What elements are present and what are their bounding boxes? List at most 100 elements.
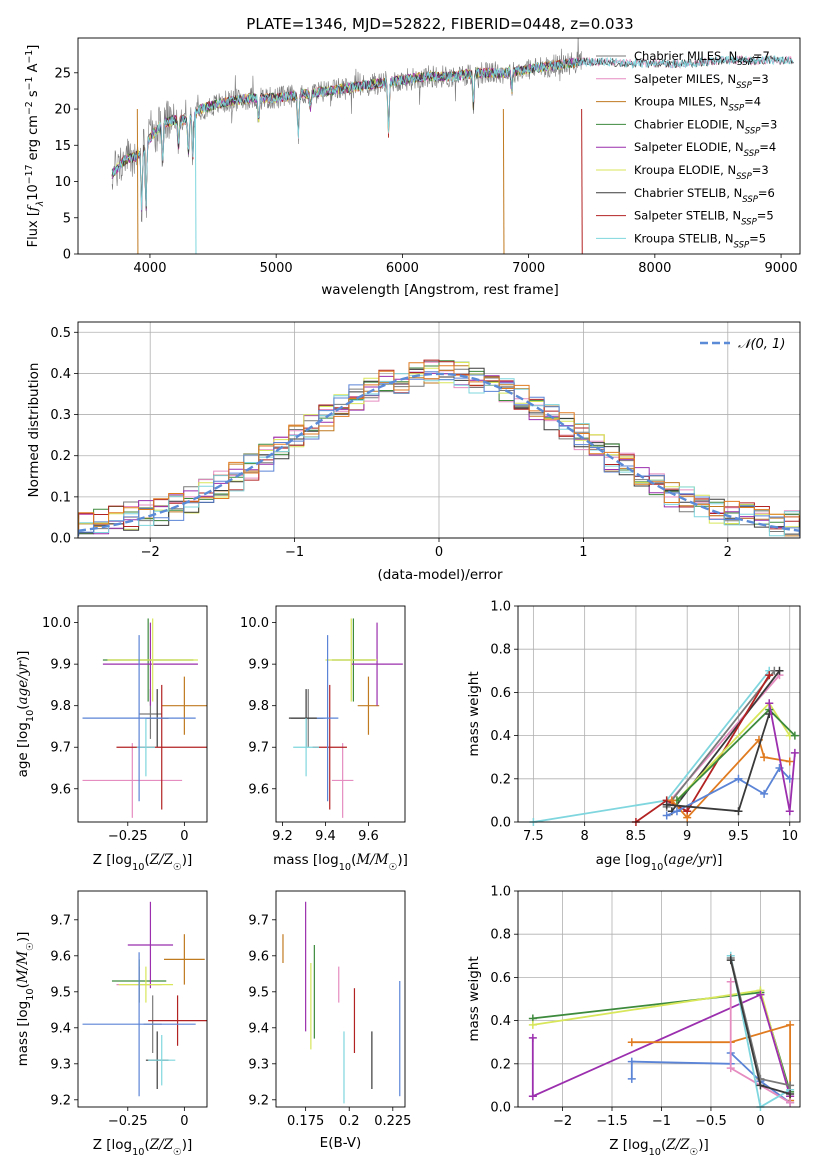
x-tick-label: −1	[285, 545, 304, 560]
spectrum-title: PLATE=1346, MJD=52822, FIBERID=0448, z=0…	[246, 15, 633, 33]
weight-line	[729, 955, 791, 1107]
weight-marker	[734, 774, 743, 783]
weight-marker	[662, 811, 671, 820]
x-tick-label: 9.5	[728, 829, 749, 844]
x-tick-label: 0	[180, 829, 188, 844]
y-tick-label: 9.3	[248, 1057, 269, 1072]
legend-label: Kroupa ELODIE, NSSP=3	[634, 163, 769, 182]
weight-marker	[528, 1020, 537, 1029]
x-tick-label: 9000	[765, 261, 798, 276]
legend-label: Salpeter ELODIE, NSSP=4	[634, 140, 776, 159]
residuals-ylabel: Normed distribution	[26, 363, 42, 498]
weight-marker	[726, 977, 735, 986]
weight-line	[676, 708, 796, 802]
age_vs_mass-axes: 9.2 9.4 9.6 9.6 9.7 9.8 9.9 10.0	[240, 616, 379, 844]
x-tick-label: 10	[781, 829, 798, 844]
y-tick-label: 0.1	[50, 490, 71, 505]
legend-label: Chabrier STELIB, NSSP=6	[634, 186, 775, 205]
weight_vs_age-xlabel: age [log10(age/yr)]	[596, 852, 723, 873]
x-tick-label: 1	[579, 545, 587, 560]
x-tick-label: 0.2	[339, 1114, 360, 1129]
weight_vs_Z-ylabel: mass weight	[466, 956, 482, 1041]
weight-line	[665, 670, 776, 808]
spectrum-drop-line	[581, 109, 583, 254]
x-tick-label: −2	[141, 545, 160, 560]
y-tick-label: 9.8	[248, 699, 269, 714]
weight-marker	[627, 1074, 636, 1083]
age_vs_mass-xlabel: mass [log10(M/M☉)]	[273, 852, 408, 873]
weight-marker	[790, 731, 799, 740]
y-tick-label: 0.0	[490, 816, 511, 831]
y-tick-label: 9.4	[248, 1021, 269, 1036]
x-tick-label: −2	[553, 1114, 572, 1129]
y-tick-label: 9.8	[50, 699, 71, 714]
x-tick-label: 0.175	[287, 1114, 324, 1129]
y-tick-label: 0.6	[490, 686, 511, 701]
spectrum-model-line	[111, 57, 579, 210]
y-tick-label: 15	[54, 139, 71, 154]
x-tick-label: 6000	[386, 261, 419, 276]
y-tick-label: 9.3	[50, 1057, 71, 1072]
y-tick-label: 9.4	[50, 1021, 71, 1036]
weight-marker	[667, 796, 676, 805]
spectrum-xlabel: wavelength [Angstrom, rest frame]	[321, 282, 559, 298]
y-tick-label: 0.4	[490, 1014, 511, 1029]
x-tick-label: 9.4	[315, 829, 336, 844]
spectrum-drop-line	[194, 109, 197, 254]
y-tick-label: 0.3	[50, 408, 71, 423]
weight-line	[533, 670, 770, 822]
spectrum-drop-line	[502, 109, 505, 254]
mass_vs_Z-axes: −0.25 0 9.2 9.3 9.4 9.5 9.6 9.7	[50, 913, 188, 1129]
legend-label: Chabrier ELODIE, NSSP=3	[634, 117, 777, 136]
x-tick-label: 8	[581, 829, 589, 844]
y-tick-label: 1.0	[490, 885, 511, 900]
y-tick-label: 9.5	[50, 985, 71, 1000]
x-tick-label: 8.5	[626, 829, 647, 844]
weight-marker	[760, 753, 769, 762]
weight-marker	[672, 807, 681, 816]
y-tick-label: 0.8	[490, 643, 511, 658]
legend-label: Salpeter MILES, NSSP=3	[634, 72, 769, 91]
age_vs_mass-frame	[275, 605, 406, 823]
weight_vs_Z-xlabel: Z [log10(Z/Z☉)]	[609, 1137, 709, 1158]
mass_vs_Z-frame	[77, 890, 208, 1108]
y-tick-label: 25	[54, 66, 71, 81]
y-tick-label: 9.7	[50, 913, 71, 928]
y-tick-label: 0.2	[50, 449, 71, 464]
x-tick-label: 7.5	[523, 829, 544, 844]
y-tick-label: 10	[54, 175, 71, 190]
legend-label: Chabrier MILES, NSSP=7	[634, 49, 770, 68]
weight-marker	[786, 1020, 795, 1029]
mass-ebv-xlabel: E(B-V)	[320, 1135, 362, 1151]
y-tick-label: 0	[63, 248, 71, 263]
x-tick-label: −1.5	[596, 1114, 628, 1129]
age_vs_Z-ylabel: age [log10(age/yr)]	[15, 651, 36, 778]
x-tick-label: −0.25	[108, 1114, 148, 1129]
y-tick-label: 9.6	[50, 949, 71, 964]
y-tick-label: 0.0	[50, 532, 71, 547]
y-tick-label: 0.0	[490, 1101, 511, 1116]
spectrum-model-line	[111, 57, 579, 210]
weight-marker	[528, 1033, 537, 1042]
weight_vs_Z-frame	[517, 890, 801, 1108]
mass_vs_ebv-axes: 0.175 0.2 0.225 9.2 9.3 9.4 9.5 9.6 9.7	[248, 913, 411, 1129]
y-tick-label: 0.8	[490, 928, 511, 943]
weight-marker	[756, 1081, 765, 1090]
residuals-frame	[77, 321, 801, 539]
y-tick-label: 0.6	[490, 971, 511, 986]
mass_vs_Z-xlabel: Z [log10(Z/Z☉)]	[93, 1137, 193, 1158]
y-tick-label: 9.6	[248, 949, 269, 964]
spectrum-model-line	[111, 57, 579, 212]
y-tick-label: 9.2	[248, 1093, 269, 1108]
y-tick-label: 9.7	[248, 741, 269, 756]
residuals-xlabel: (data-model)/error	[377, 567, 503, 583]
weight_vs_Z-axes: −2 −1.5 −1 −0.5 0 0.0 0.2 0.4 0.6 0.8 1.0	[490, 885, 800, 1129]
y-tick-label: 0.4	[50, 367, 71, 382]
weight-marker	[786, 1090, 795, 1099]
weight-line	[631, 1023, 791, 1101]
weight-marker	[726, 956, 735, 965]
x-tick-label: 9.6	[358, 829, 379, 844]
x-tick-label: 0	[180, 1114, 188, 1129]
y-tick-label: 9.2	[50, 1093, 71, 1108]
